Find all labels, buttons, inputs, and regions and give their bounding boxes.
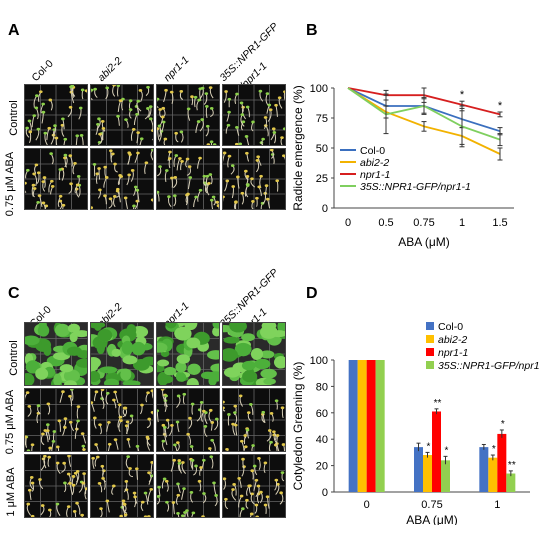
legend-swatch-d — [426, 361, 434, 369]
y-tick-label-b: 75 — [316, 113, 328, 125]
seedling-photo-c-control-3 — [222, 322, 286, 386]
bar-d — [497, 433, 507, 492]
bar-d — [414, 447, 423, 492]
legend-label-d: abi2-2 — [438, 334, 467, 346]
legend-swatch-d — [426, 322, 434, 330]
y-tick-label-b: 100 — [310, 83, 328, 95]
seedling-photo-a-control-3 — [222, 84, 286, 146]
legend-label-b: Col-0 — [360, 145, 385, 157]
legend-label-d: npr1-1 — [438, 347, 468, 359]
bar-d — [506, 473, 516, 492]
y-axis-label-b: Radicle emergence (%) — [291, 85, 305, 210]
seedling-photo-c-1aba-1 — [90, 454, 154, 518]
x-tick-label-b: 0.5 — [378, 217, 393, 229]
panel-a-row-label-control: Control — [8, 100, 20, 136]
legend-label-d: Col-0 — [438, 321, 463, 333]
x-axis-label-b: ABA (μM) — [398, 235, 450, 249]
bar-d — [423, 455, 432, 492]
bar-d — [357, 360, 367, 492]
legend-label-d: 35S::NPR1-GFP/npr1-1 — [438, 360, 540, 372]
x-tick-label-b: 0.75 — [413, 217, 434, 229]
seedling-photo-c-control-2 — [156, 322, 220, 386]
panel-a-letter: A — [8, 22, 20, 39]
y-tick-label-d: 20 — [316, 461, 328, 473]
significance-star-d: ** — [434, 398, 442, 409]
seedling-photo-a-aba-2 — [156, 148, 220, 210]
panel-a-col-label-npr1: npr1-1 — [161, 54, 192, 84]
x-tick-label-b: 1.5 — [492, 217, 507, 229]
y-tick-label-b: 25 — [316, 173, 328, 185]
seedling-photo-c-075aba-1 — [90, 388, 154, 452]
panel-a-row-label-aba: 0.75 μM ABA — [4, 151, 16, 217]
panel-a-col-label-abi2: abi2-2 — [95, 54, 125, 84]
significance-star-d: * — [445, 445, 449, 456]
significance-star-b: * — [460, 89, 465, 101]
seedling-photo-c-075aba-2 — [156, 388, 220, 452]
x-tick-label-d: 0.75 — [421, 499, 442, 511]
x-tick-label-b: 1 — [459, 217, 465, 229]
significance-star-b: * — [498, 100, 503, 112]
bar-d — [348, 360, 358, 492]
seedling-photo-c-1aba-0 — [24, 454, 88, 518]
legend-swatch-d — [426, 348, 434, 356]
legend-label-b: npr1-1 — [360, 169, 390, 181]
y-tick-label-d: 0 — [322, 487, 328, 499]
y-tick-label-d: 60 — [316, 408, 328, 420]
seedling-photo-a-aba-0 — [24, 148, 88, 210]
significance-star-d: * — [427, 441, 431, 452]
seedling-photo-c-075aba-0 — [24, 388, 88, 452]
legend-swatch-d — [426, 335, 434, 343]
x-tick-label-d: 0 — [364, 499, 370, 511]
panel-a-col-label-col0: Col-0 — [29, 57, 56, 84]
seedling-photo-c-075aba-3 — [222, 388, 286, 452]
bar-d — [375, 360, 385, 492]
panel-c-letter: C — [8, 285, 20, 302]
y-axis-label-d: Cotyledon Greening (%) — [291, 362, 305, 491]
panel-c-row-label-1aba: 1 μM ABA — [5, 467, 17, 517]
panel-d-letter: D — [306, 285, 318, 302]
significance-star-d: * — [501, 419, 505, 430]
y-tick-label-d: 80 — [316, 381, 328, 393]
bar-d — [441, 460, 450, 492]
legend-label-b: abi2-2 — [360, 157, 389, 169]
panel-b-letter: B — [306, 22, 318, 39]
x-axis-label-d: ABA (μM) — [406, 513, 458, 525]
y-tick-label-d: 100 — [310, 355, 328, 367]
seedling-photo-a-control-1 — [90, 84, 154, 146]
bar-d — [432, 411, 441, 492]
panel-c-row-label-control: Control — [8, 340, 20, 376]
seedling-photo-a-control-2 — [156, 84, 220, 146]
bar-d — [488, 457, 498, 492]
y-tick-label-d: 40 — [316, 434, 328, 446]
seedling-photo-c-1aba-2 — [156, 454, 220, 518]
seedling-photo-a-control-0 — [24, 84, 88, 146]
x-tick-label-d: 1 — [494, 499, 500, 511]
radicle-emergence-chart: 0 25 50 75 100 0 0.5 0.75 1 1.5 Radicle emergence … — [291, 83, 514, 249]
bar-d — [479, 447, 489, 492]
seedling-photo-c-control-0 — [24, 322, 88, 386]
bar-d — [366, 360, 376, 492]
seedling-photo-a-aba-3 — [222, 148, 286, 210]
significance-star-d: ** — [508, 460, 516, 471]
y-tick-label-b: 0 — [322, 203, 328, 215]
seedling-photo-c-control-1 — [90, 322, 154, 386]
significance-star-d: * — [492, 444, 496, 455]
x-tick-label-b: 0 — [345, 217, 351, 229]
panel-c-row-label-075aba: 0.75 μM ABA — [4, 389, 16, 455]
seedling-photo-c-1aba-3 — [222, 454, 286, 518]
y-tick-label-b: 50 — [316, 143, 328, 155]
legend-label-b: 35S::NPR1-GFP/npr1-1 — [360, 181, 471, 193]
seedling-photo-a-aba-1 — [90, 148, 154, 210]
